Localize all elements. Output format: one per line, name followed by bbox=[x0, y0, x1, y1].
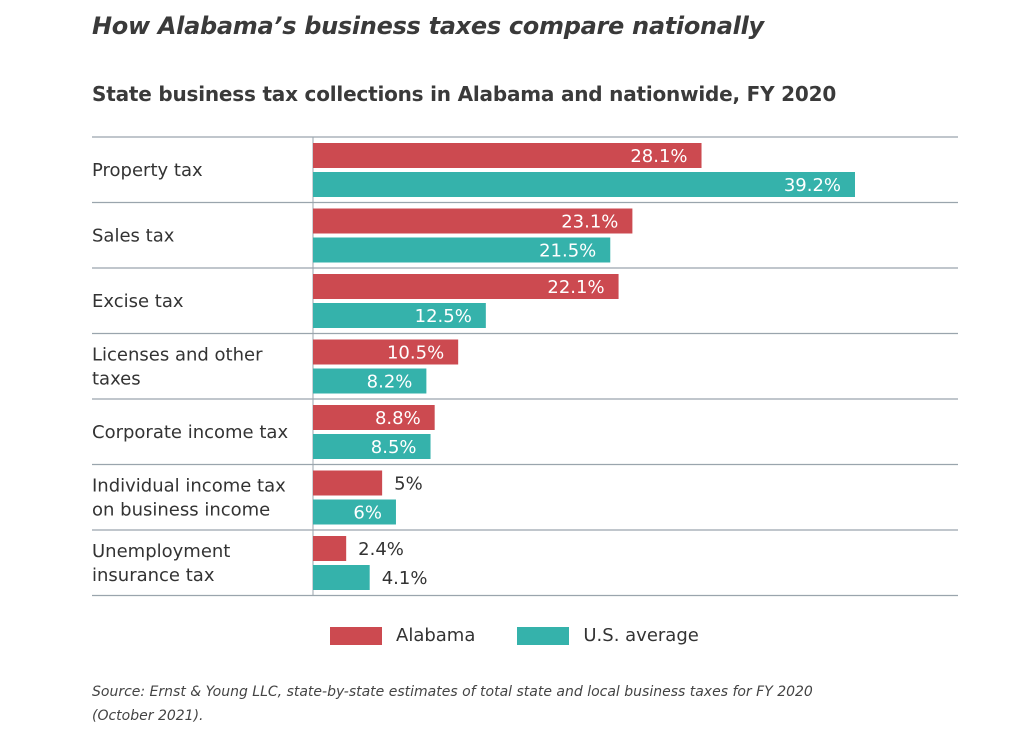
data-label: 22.1% bbox=[547, 277, 604, 298]
category-label: Individual income tax on business income bbox=[92, 475, 286, 520]
legend-label-us-average: U.S. average bbox=[583, 625, 699, 646]
legend-swatch-us-average bbox=[517, 626, 570, 645]
data-label: 6% bbox=[353, 503, 382, 524]
data-label: 10.5% bbox=[387, 343, 444, 364]
legend-swatch-alabama bbox=[330, 626, 382, 645]
chart-headline: How Alabama’s business taxes compare nat… bbox=[92, 12, 764, 40]
data-label: 12.5% bbox=[415, 306, 472, 327]
category-label: Corporate income tax bbox=[92, 422, 288, 443]
legend-item-alabama: Alabama bbox=[330, 625, 475, 646]
legend-item-us-average: U.S. average bbox=[517, 625, 699, 646]
bar-us-average bbox=[313, 303, 486, 328]
bar-alabama bbox=[313, 405, 435, 430]
category-label: Excise tax bbox=[92, 291, 184, 312]
category-label: Unemployment insurance tax bbox=[92, 541, 230, 586]
data-label: 23.1% bbox=[561, 212, 618, 233]
bar-alabama bbox=[313, 143, 702, 168]
bar-us-average bbox=[313, 237, 611, 263]
data-label: 21.5% bbox=[539, 241, 596, 262]
bar-us-average bbox=[313, 368, 427, 394]
category-label: Property tax bbox=[92, 160, 203, 181]
category-label: Sales tax bbox=[92, 225, 175, 246]
bar-alabama bbox=[313, 339, 459, 365]
bar-alabama bbox=[313, 208, 633, 234]
data-label: 8.8% bbox=[375, 408, 421, 429]
bar-alabama bbox=[313, 274, 619, 299]
data-label: 5% bbox=[394, 474, 423, 495]
data-label: 8.5% bbox=[371, 437, 417, 458]
chart-title: State business tax collections in Alabam… bbox=[92, 82, 837, 106]
bar-alabama bbox=[313, 470, 383, 496]
bar-us-average bbox=[313, 499, 396, 525]
data-label: 39.2% bbox=[784, 175, 841, 196]
chart-legend: Alabama U.S. average bbox=[330, 625, 741, 646]
category-label: Licenses and other taxes bbox=[92, 344, 263, 389]
bar-us-average bbox=[313, 434, 431, 459]
bar-us-average bbox=[313, 565, 370, 590]
bar-chart: Property tax 28.1% 39.2% Sales tax 23.1% 21.5… bbox=[92, 136, 958, 597]
data-label: 28.1% bbox=[630, 146, 687, 167]
data-label: 2.4% bbox=[358, 539, 404, 560]
bar-us-average bbox=[313, 172, 855, 197]
data-label: 8.2% bbox=[367, 372, 413, 393]
source-note: Source: Ernst & Young LLC, state-by-stat… bbox=[92, 684, 813, 724]
bar-alabama bbox=[313, 536, 347, 561]
data-label: 4.1% bbox=[382, 568, 428, 589]
legend-label-alabama: Alabama bbox=[396, 625, 476, 646]
